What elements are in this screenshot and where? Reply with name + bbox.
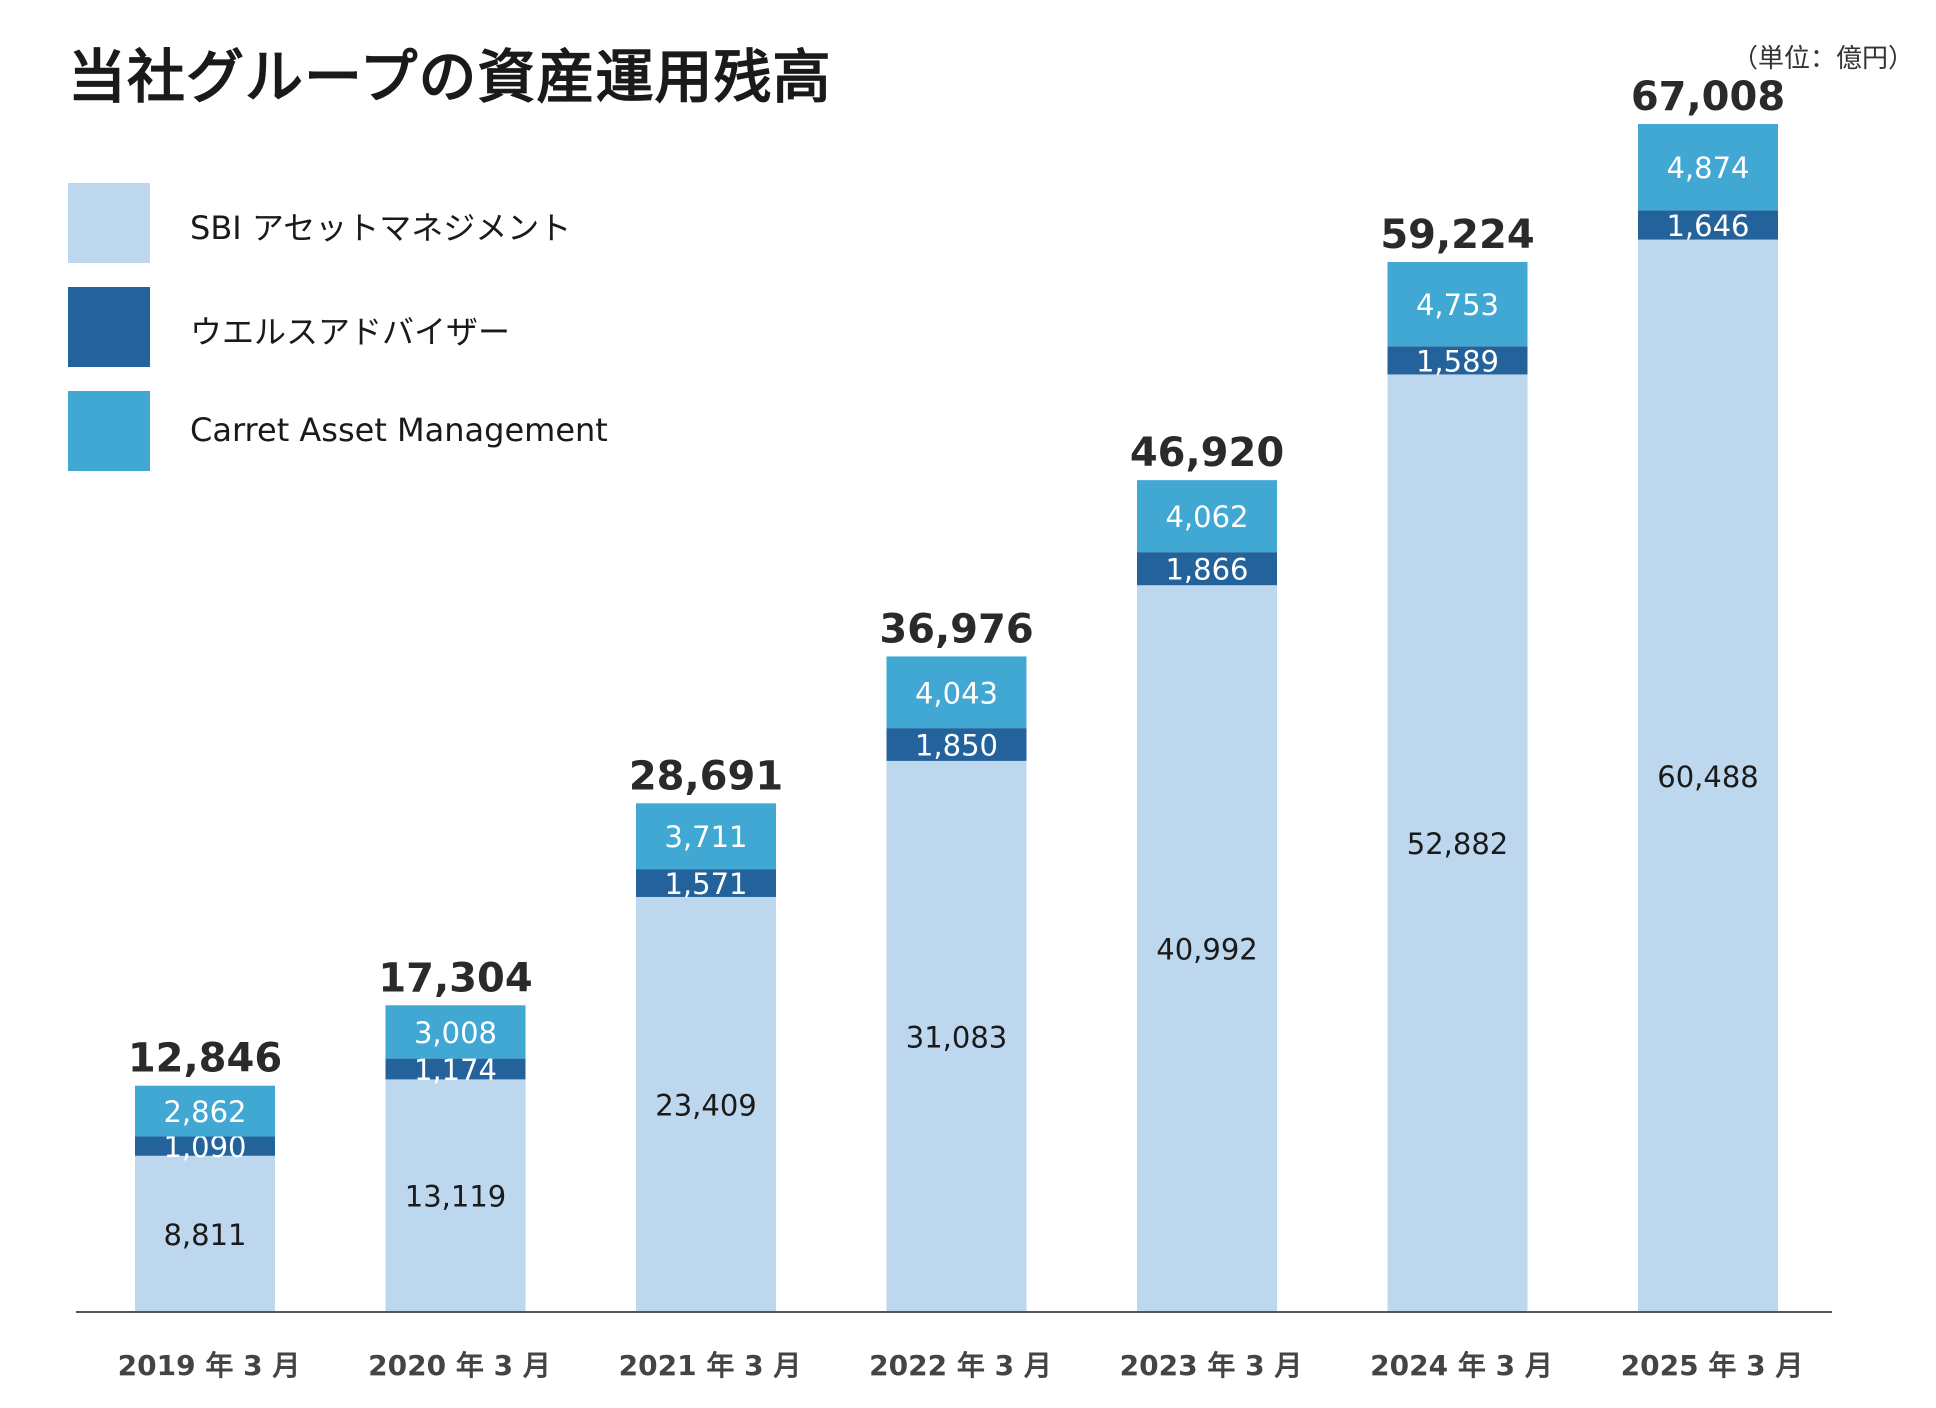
x-tick-label: 2020 年 3 月 <box>368 1349 551 1382</box>
total-label: 59,224 <box>1380 212 1534 258</box>
bar-segment-wealth-advisor <box>886 728 1027 761</box>
data-label-sbi-asset: 8,811 <box>163 1218 246 1252</box>
bar-segment-wealth-advisor <box>636 869 776 897</box>
data-label-carret: 4,874 <box>1666 151 1749 185</box>
legend-label-carret: Carret Asset Management <box>190 411 608 449</box>
legend-swatch-wealth-advisor <box>68 287 150 367</box>
data-label-carret: 4,753 <box>1416 288 1499 322</box>
legend-swatch-carret <box>68 391 150 471</box>
bar-segment-sbi-asset <box>886 760 1027 1312</box>
data-label-wealth-advisor: 1,866 <box>1165 553 1248 587</box>
legend-label-wealth-advisor: ウエルスアドバイザー <box>190 313 511 351</box>
data-label-sbi-asset: 31,083 <box>906 1020 1007 1054</box>
data-label-carret: 4,062 <box>1165 500 1248 534</box>
bar-segment-sbi-asset <box>135 1155 275 1312</box>
chart-title: 当社グループの資産運用残高 <box>68 43 832 111</box>
total-label: 17,304 <box>378 955 532 1001</box>
bar-segment-wealth-advisor <box>135 1136 275 1156</box>
bar-segment-carret <box>1638 124 1778 211</box>
data-label-sbi-asset: 13,119 <box>405 1180 506 1214</box>
data-label-sbi-asset: 60,488 <box>1657 760 1758 794</box>
bar-segment-carret <box>135 1085 275 1137</box>
data-label-sbi-asset: 40,992 <box>1156 933 1257 967</box>
data-label-carret: 3,711 <box>664 820 747 854</box>
x-tick-label: 2021 年 3 月 <box>619 1349 802 1382</box>
x-tick-label: 2019 年 3 月 <box>118 1349 301 1382</box>
bar-segment-wealth-advisor <box>1137 552 1277 586</box>
total-label: 28,691 <box>629 753 783 799</box>
bar-segment-sbi-asset <box>385 1079 526 1312</box>
total-label: 46,920 <box>1130 430 1284 476</box>
data-label-wealth-advisor: 1,850 <box>915 729 998 763</box>
bar-segment-wealth-advisor <box>1638 210 1778 240</box>
total-label: 67,008 <box>1631 74 1785 120</box>
unit-label: （単位：億円） <box>1731 44 1914 74</box>
data-label-wealth-advisor: 1,646 <box>1666 209 1749 243</box>
bar-segment-wealth-advisor <box>385 1058 526 1080</box>
x-tick-label: 2023 年 3 月 <box>1120 1349 1303 1382</box>
bar-segment-carret <box>1387 262 1528 347</box>
data-label-carret: 3,008 <box>414 1016 497 1050</box>
total-label: 12,846 <box>128 1036 282 1082</box>
data-label-carret: 2,862 <box>163 1095 246 1129</box>
data-label-wealth-advisor: 1,589 <box>1416 344 1499 378</box>
x-tick-label: 2024 年 3 月 <box>1370 1349 1553 1382</box>
legend-label-sbi-asset: SBI アセットマネジメント <box>190 209 572 247</box>
bar-segment-carret <box>886 656 1027 729</box>
bar-segment-carret <box>636 803 776 870</box>
data-label-sbi-asset: 52,882 <box>1407 827 1508 861</box>
bar-segment-sbi-asset <box>636 896 776 1312</box>
bar-segment-wealth-advisor <box>1387 346 1528 375</box>
data-label-sbi-asset: 23,409 <box>655 1088 756 1122</box>
data-label-wealth-advisor: 1,571 <box>664 867 747 901</box>
bar-segment-carret <box>385 1005 526 1059</box>
legend-swatch-sbi-asset <box>68 183 150 263</box>
x-tick-label: 2025 年 3 月 <box>1621 1349 1804 1382</box>
data-label-carret: 4,043 <box>915 676 998 710</box>
bar-segment-sbi-asset <box>1387 374 1528 1312</box>
bar-segment-sbi-asset <box>1638 239 1778 1312</box>
total-label: 36,976 <box>879 606 1033 652</box>
x-tick-label: 2022 年 3 月 <box>869 1349 1052 1382</box>
bar-segment-carret <box>1137 480 1277 553</box>
bar-segment-sbi-asset <box>1137 585 1277 1312</box>
data-label-wealth-advisor: 1,174 <box>414 1053 497 1087</box>
